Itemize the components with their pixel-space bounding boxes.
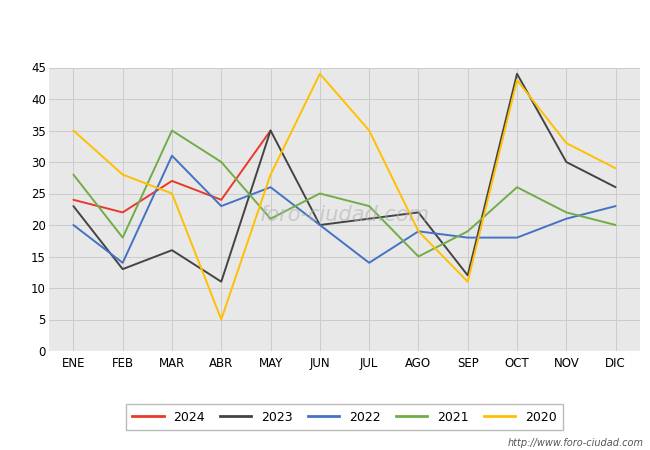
Text: Matriculaciones de Vehiculos en Ejea de los Caballeros: Matriculaciones de Vehiculos en Ejea de … — [77, 15, 573, 30]
Text: http://www.foro-ciudad.com: http://www.foro-ciudad.com — [508, 438, 644, 448]
Text: foro-ciudad.com: foro-ciudad.com — [259, 205, 430, 225]
Legend: 2024, 2023, 2022, 2021, 2020: 2024, 2023, 2022, 2021, 2020 — [126, 404, 563, 430]
